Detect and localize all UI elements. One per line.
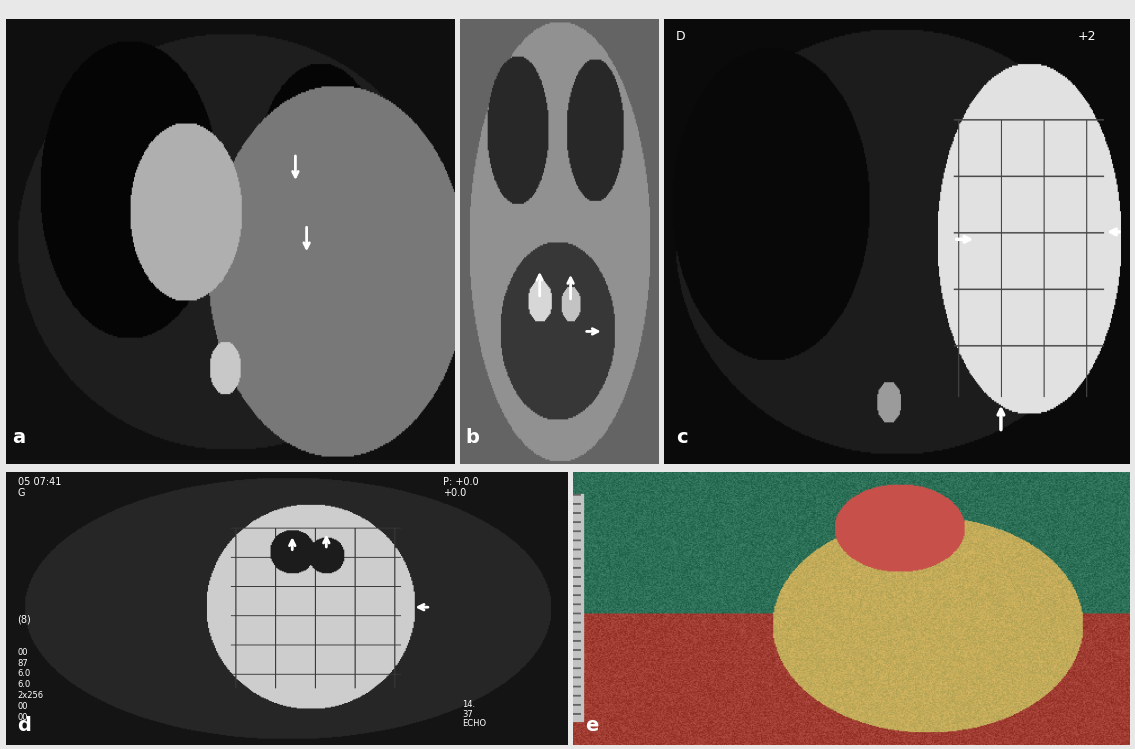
Text: 6.0: 6.0 bbox=[18, 670, 31, 679]
Text: +2: +2 bbox=[1077, 30, 1095, 43]
Text: D: D bbox=[675, 30, 686, 43]
Text: d: d bbox=[18, 716, 32, 735]
Text: 2x256: 2x256 bbox=[18, 691, 44, 700]
Text: G: G bbox=[18, 488, 25, 498]
Text: 00: 00 bbox=[18, 648, 28, 657]
Text: 05 07:41: 05 07:41 bbox=[18, 477, 61, 487]
Text: 00: 00 bbox=[18, 703, 28, 712]
Text: 87: 87 bbox=[18, 658, 28, 667]
Text: c: c bbox=[675, 428, 688, 447]
Text: b: b bbox=[465, 428, 480, 447]
Text: 00: 00 bbox=[18, 713, 28, 722]
Text: (8): (8) bbox=[18, 615, 32, 625]
Text: 37: 37 bbox=[463, 709, 473, 718]
Text: P: +0.0: P: +0.0 bbox=[444, 477, 479, 487]
Text: +0.0: +0.0 bbox=[444, 488, 466, 498]
Text: ECHO: ECHO bbox=[463, 718, 487, 728]
Text: 14.: 14. bbox=[463, 700, 476, 709]
Text: e: e bbox=[585, 716, 598, 735]
Text: a: a bbox=[11, 428, 25, 447]
Text: 6.0: 6.0 bbox=[18, 680, 31, 689]
